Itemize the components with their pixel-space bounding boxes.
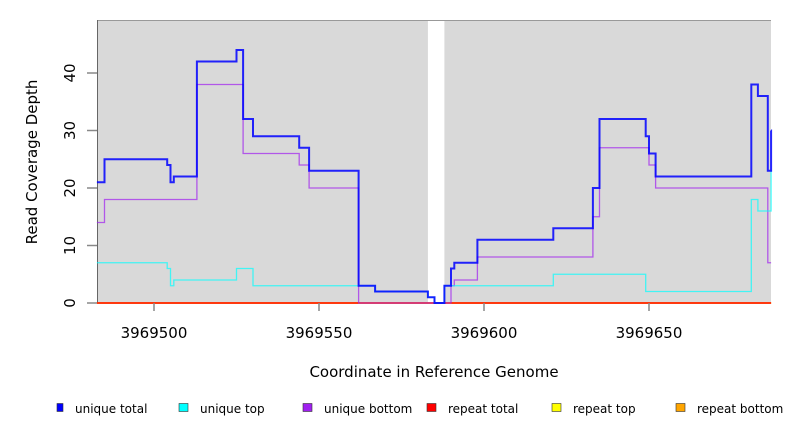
unique-bottom-line bbox=[96, 83, 772, 304]
legend-item-unique-bottom: unique bottom bbox=[302, 402, 412, 416]
legend-swatch bbox=[426, 403, 437, 412]
unique-total-line bbox=[96, 49, 773, 304]
y-tick-label: 20 bbox=[61, 178, 79, 197]
legend-item-repeat-top: repeat top bbox=[551, 402, 636, 416]
y-tick-label: 30 bbox=[61, 121, 79, 140]
legend-item-unique-total: unique total bbox=[56, 402, 147, 416]
y-axis-title: Read Coverage Depth bbox=[23, 80, 41, 245]
legend-label: repeat total bbox=[448, 402, 518, 416]
x-axis: 3969500 3969550 3969600 3969650 bbox=[121, 303, 683, 342]
legend-label: repeat top bbox=[573, 402, 636, 416]
legend-swatch bbox=[675, 403, 686, 412]
y-tick-label: 40 bbox=[61, 63, 79, 82]
series-layer bbox=[96, 49, 773, 304]
legend-label: unique top bbox=[200, 402, 265, 416]
y-tick-label: 10 bbox=[61, 236, 79, 255]
x-tick-label: 3969550 bbox=[286, 324, 353, 342]
legend-swatch bbox=[302, 403, 313, 412]
x-tick-label: 3969650 bbox=[616, 324, 683, 342]
x-axis-title: Coordinate in Reference Genome bbox=[309, 363, 558, 381]
x-tick-label: 3969500 bbox=[121, 324, 188, 342]
gap-region bbox=[427, 20, 445, 303]
legend: unique total unique top unique bottom repea… bbox=[56, 402, 783, 416]
legend-item-unique-top: unique top bbox=[178, 402, 265, 416]
legend-label: unique total bbox=[75, 402, 147, 416]
legend-item-repeat-total: repeat total bbox=[426, 402, 518, 416]
legend-label: repeat bottom bbox=[697, 402, 783, 416]
legend-swatch bbox=[178, 403, 189, 412]
x-tick-label: 3969600 bbox=[451, 324, 518, 342]
legend-swatch bbox=[551, 403, 562, 412]
legend-swatch bbox=[56, 403, 64, 412]
y-tick-label: 0 bbox=[61, 298, 79, 308]
y-axis: 0 10 20 30 40 bbox=[61, 63, 97, 308]
legend-item-repeat-bottom: repeat bottom bbox=[675, 402, 783, 416]
legend-label: unique bottom bbox=[324, 402, 412, 416]
